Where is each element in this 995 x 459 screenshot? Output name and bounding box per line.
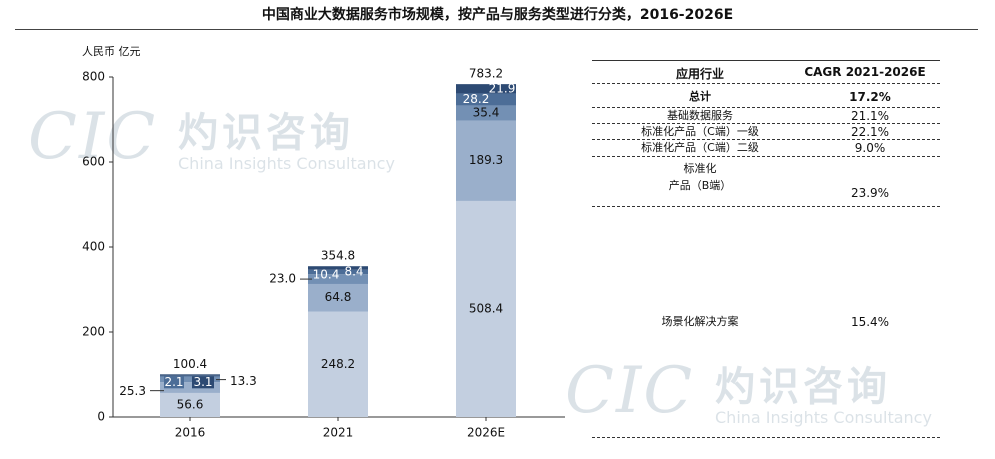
y-tick-label: 400 [82, 240, 105, 254]
table-row-cagr: 17.2% [849, 90, 891, 104]
table-row-name: 标准化产品（C端）一级 [641, 125, 759, 138]
data-label: 23.0 [269, 272, 296, 286]
bar-segment [456, 93, 516, 106]
y-tick-label: 200 [82, 325, 105, 339]
table-row-cagr: 23.9% [850, 186, 890, 200]
bar-segment [456, 84, 516, 94]
bar-segment [160, 382, 220, 393]
bar-segment [308, 311, 368, 417]
data-label: 35.4 [473, 105, 500, 119]
page-title: 中国商业大数据服务市场规模，按产品与服务类型进行分类，2016-2026E [261, 7, 734, 23]
bar-segment [456, 120, 516, 201]
x-tick-label: 2026E [467, 426, 505, 440]
table-row-cagr: 22.1% [850, 125, 890, 139]
bar-segment [160, 376, 220, 383]
y-tick-label: 800 [82, 70, 105, 84]
table-row-name: 基础数据服务 [667, 109, 733, 122]
table-row-name: 总计 [689, 90, 711, 103]
data-label: 3.1 [193, 375, 212, 389]
bar-segment [456, 105, 516, 121]
table-row-name: 场景化解决方案 [661, 315, 739, 328]
bar-segment [160, 374, 220, 376]
x-tick-label: 2016 [175, 426, 206, 440]
y-tick-label: 0 [97, 410, 105, 424]
y-tick-label: 600 [82, 155, 105, 169]
y-axis-label: 人民币 亿元 [82, 45, 141, 58]
data-label: 189.3 [469, 153, 503, 167]
table-header-industry: 应用行业 [675, 67, 724, 81]
bar-segment [160, 375, 220, 377]
bar-segment [160, 392, 220, 417]
data-label: 25.3 [119, 384, 146, 398]
table-row-name: 标准化 产品（B端） [668, 162, 732, 192]
data-label-box [192, 376, 214, 389]
data-label-box [164, 376, 184, 389]
data-label: 10.4 [313, 268, 340, 282]
table-rule [592, 206, 940, 207]
total-label: 100.4 [173, 357, 207, 371]
title-divider [15, 29, 978, 30]
data-label: 21.9 [489, 81, 516, 95]
bar-segment [308, 266, 368, 270]
table-row-name: 标准化产品（C端）二级 [641, 141, 759, 154]
bar-segment [456, 200, 516, 417]
data-label: 28.2 [463, 92, 490, 106]
table-rule [592, 123, 940, 124]
table-rule [592, 83, 940, 84]
table-rule [592, 107, 940, 108]
total-label: 783.2 [469, 67, 503, 81]
table-rule [592, 139, 940, 140]
bar-segment [308, 269, 368, 275]
data-label: 248.2 [321, 357, 355, 371]
x-tick-label: 2021 [323, 426, 354, 440]
data-label: 56.6 [177, 397, 204, 411]
table-header-cagr: CAGR 2021-2026E [804, 65, 926, 79]
data-label: 2.1 [164, 375, 183, 389]
data-label: 64.8 [325, 290, 352, 304]
data-label: 508.4 [469, 301, 503, 315]
bar-segment [308, 274, 368, 284]
table-row-cagr: 9.0% [854, 141, 886, 155]
table-top-rule [592, 60, 940, 61]
data-label: 13.3 [230, 374, 257, 388]
table-rule [592, 156, 940, 157]
table-rule [592, 437, 940, 438]
total-label: 354.8 [321, 249, 355, 263]
table-row-cagr: 21.1% [850, 109, 890, 123]
table-row-cagr: 15.4% [850, 315, 890, 329]
data-label: 8.4 [344, 265, 363, 279]
bar-segment [308, 283, 368, 312]
